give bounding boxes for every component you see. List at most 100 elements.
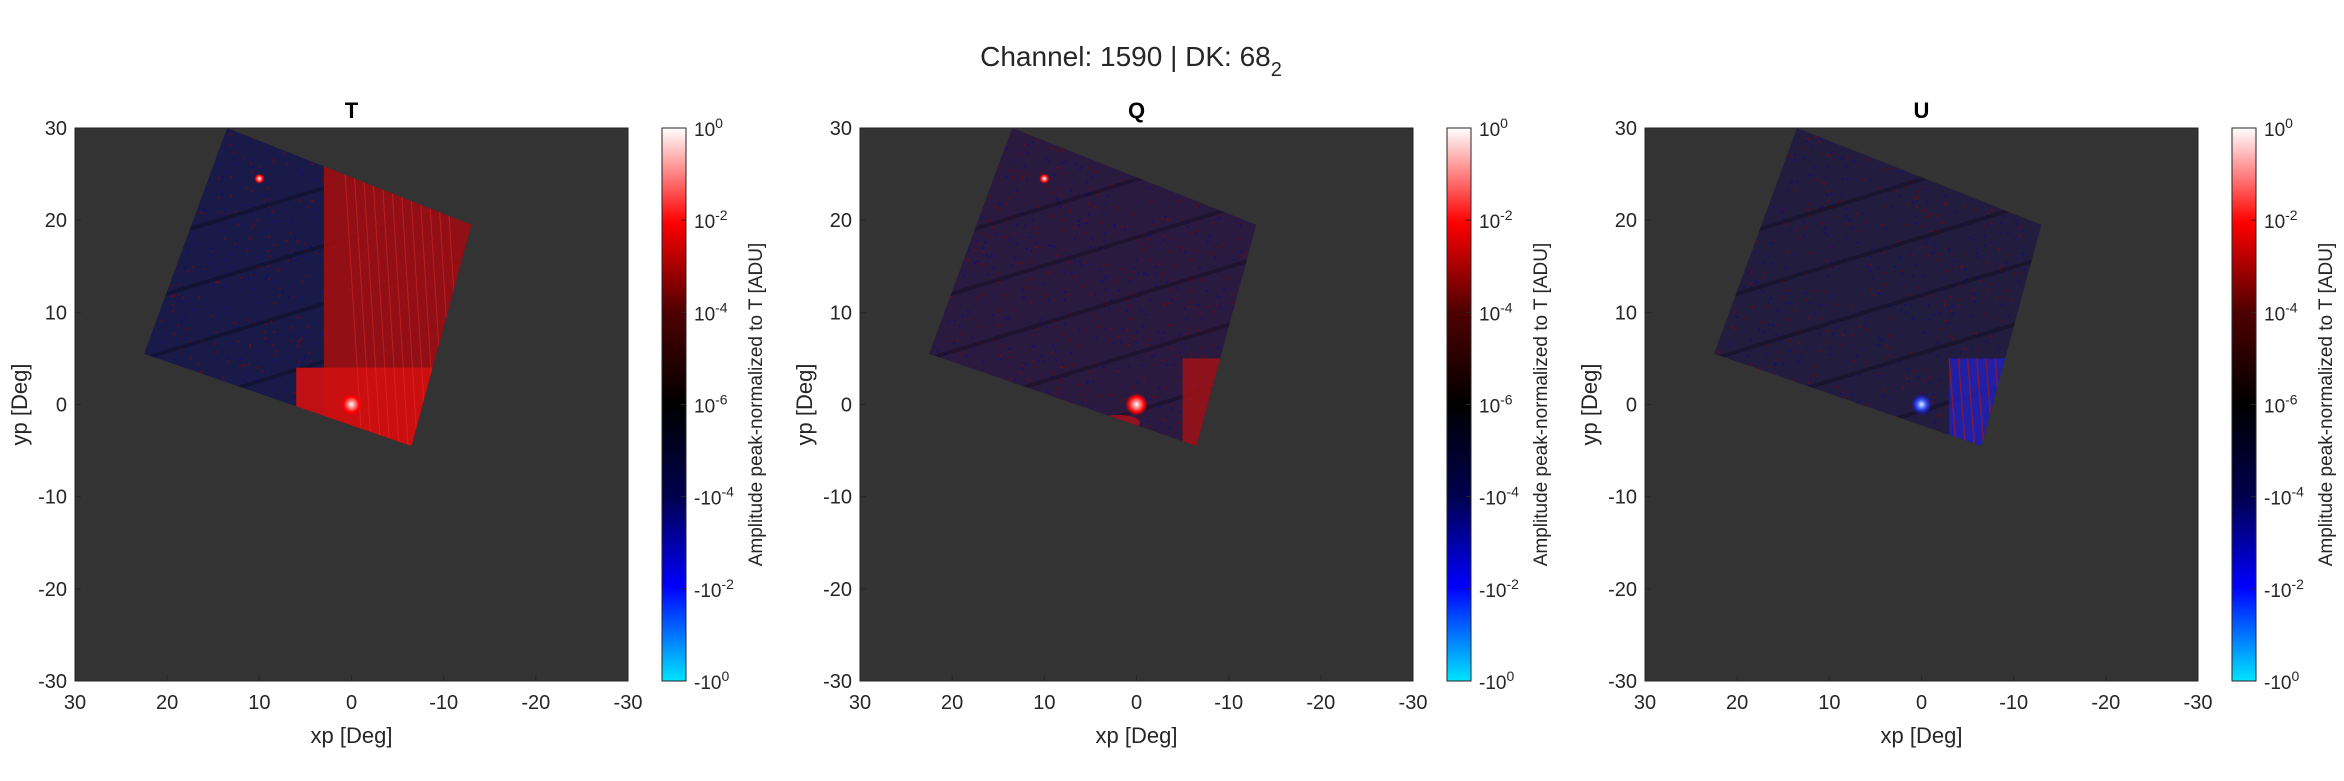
noise-pixel [1924,188,1927,191]
noise-pixel [253,223,256,226]
noise-pixel [1039,321,1042,324]
noise-pixel [1987,223,1990,226]
noise-pixel [1078,224,1081,227]
noise-pixel [2014,236,2017,239]
noise-pixel [1028,236,1031,239]
noise-pixel [1196,304,1199,307]
x-tick-label: 20 [1726,692,1748,714]
noise-pixel [1087,213,1090,216]
noise-pixel [1986,262,1989,265]
noise-pixel [1766,353,1769,356]
noise-pixel [1830,260,1833,263]
noise-pixel [2013,273,2016,276]
noise-pixel [1097,317,1100,320]
noise-pixel [1197,329,1200,332]
noise-pixel [1764,305,1767,308]
noise-pixel [1865,317,1868,320]
noise-pixel [989,220,992,223]
noise-pixel [1168,426,1171,429]
noise-pixel [1806,347,1809,350]
noise-pixel [1162,418,1165,421]
noise-pixel [2019,234,2022,237]
noise-pixel [180,319,183,322]
colorbar-tick-label: 10-4 [2264,299,2298,325]
noise-pixel [1150,200,1153,203]
noise-pixel [1140,290,1143,293]
noise-pixel [1961,223,1964,226]
noise-pixel [1846,156,1849,159]
noise-pixel [309,245,312,248]
noise-pixel [1977,277,1980,280]
noise-pixel [1005,175,1008,178]
noise-pixel [1921,225,1924,228]
noise-pixel [226,170,229,173]
noise-pixel [1971,289,1974,292]
noise-pixel [1769,297,1772,300]
noise-pixel [229,133,232,136]
noise-pixel [1084,219,1087,222]
noise-pixel [1164,303,1167,306]
noise-pixel [1856,241,1859,244]
noise-pixel [985,253,988,256]
noise-pixel [2000,221,2003,224]
noise-pixel [251,226,254,229]
noise-pixel [1176,199,1179,202]
noise-pixel [1911,201,1914,204]
noise-pixel [1841,157,1844,160]
noise-pixel [1035,246,1038,249]
noise-pixel [1861,348,1864,351]
noise-pixel [1934,243,1937,246]
noise-pixel [1831,245,1834,248]
noise-pixel [1940,221,1943,224]
noise-pixel [1807,202,1810,205]
noise-pixel [1851,393,1854,396]
noise-pixel [1885,245,1888,248]
noise-pixel [1987,212,1990,215]
noise-pixel [1056,188,1059,191]
noise-pixel [1917,286,1920,289]
colorbar-tick-label: -10-2 [2264,576,2304,602]
noise-pixel [1135,259,1138,262]
noise-pixel [1078,383,1081,386]
noise-pixel [1150,352,1153,355]
noise-pixel [242,157,245,160]
noise-pixel [1863,324,1866,327]
noise-pixel [300,173,303,176]
noise-pixel [171,310,174,313]
noise-pixel [1167,218,1170,221]
noise-pixel [1878,372,1881,375]
noise-pixel [1120,340,1123,343]
noise-pixel [1185,317,1188,320]
noise-pixel [1836,215,1839,218]
noise-pixel [173,294,176,297]
noise-pixel [1133,213,1136,216]
noise-pixel [191,266,194,269]
noise-pixel [1045,185,1048,188]
noise-pixel [1216,295,1219,298]
noise-pixel [1831,266,1834,269]
noise-pixel [1168,251,1171,254]
noise-pixel [289,339,292,342]
noise-pixel [1000,345,1003,348]
noise-pixel [1047,300,1050,303]
noise-pixel [1069,210,1072,213]
noise-pixel [251,171,254,174]
noise-pixel [1949,335,1952,338]
noise-pixel [1917,190,1920,193]
noise-pixel [1005,147,1008,150]
noise-pixel [1935,214,1938,217]
noise-pixel [220,194,223,197]
noise-pixel [1975,247,1978,250]
noise-pixel [1196,229,1199,232]
noise-pixel [1763,271,1766,274]
noise-pixel [272,220,275,223]
x-tick-label: -10 [1999,692,2028,714]
noise-pixel [1026,286,1029,289]
noise-pixel [233,321,236,324]
noise-pixel [998,280,1001,283]
noise-pixel [1101,280,1104,283]
noise-pixel [320,333,323,336]
noise-pixel [1921,210,1924,213]
noise-pixel [298,360,301,363]
noise-pixel [1029,301,1032,304]
